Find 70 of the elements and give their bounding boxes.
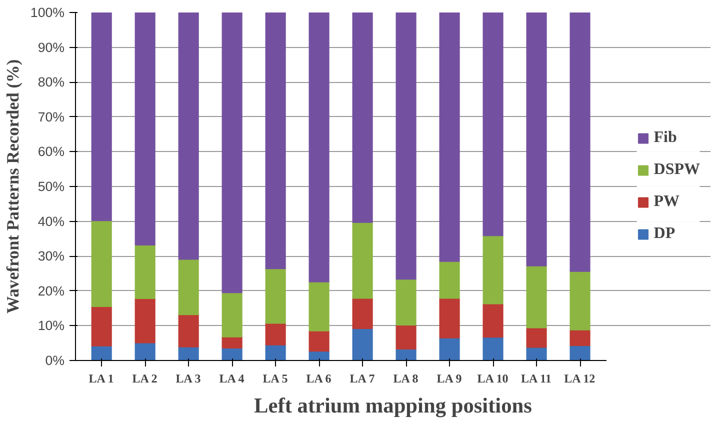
y-tick-label: 50% <box>38 179 65 194</box>
y-tick-label: 20% <box>38 283 65 298</box>
bar <box>439 12 460 262</box>
bar <box>91 220 112 308</box>
bar <box>222 292 242 338</box>
y-tick-label: 70% <box>38 109 65 124</box>
x-tick-label: LA 2 <box>132 372 158 386</box>
legend-label: DSPW <box>654 161 700 179</box>
x-tick-label: LA 12 <box>564 372 596 386</box>
x-tick-label: LA 5 <box>262 372 288 386</box>
bar <box>222 12 242 294</box>
y-tick-label: 80% <box>38 74 65 90</box>
x-tick-label: LA 6 <box>306 372 332 386</box>
bar <box>178 314 199 348</box>
x-tick-label: LA 3 <box>176 372 201 386</box>
x-tick-label: LA 11 <box>521 372 552 386</box>
bar <box>265 12 286 270</box>
x-tick-label: LA 1 <box>88 372 114 386</box>
bar <box>526 265 547 328</box>
bar <box>91 306 112 346</box>
y-tick-label: 60% <box>38 144 65 160</box>
y-tick-label: 0% <box>45 353 65 368</box>
bar <box>91 12 112 222</box>
bar <box>308 330 330 352</box>
legend-label: Fib <box>654 129 677 147</box>
bar <box>178 258 199 316</box>
bar <box>134 12 156 246</box>
bar <box>265 268 286 324</box>
bar <box>178 12 199 260</box>
bar <box>570 270 590 330</box>
x-tick-label: LA 9 <box>436 372 462 386</box>
x-tick-label: LA 4 <box>219 372 244 386</box>
bar <box>134 342 156 360</box>
y-tick-label: 90% <box>38 40 65 55</box>
x-tick-label: LA 8 <box>393 372 418 386</box>
bar <box>396 278 416 326</box>
bar <box>482 235 504 304</box>
legend-label: DP <box>654 225 676 243</box>
bar <box>396 12 416 280</box>
bar <box>482 12 504 236</box>
bar <box>482 336 504 360</box>
y-tick-label: 10% <box>38 318 65 334</box>
bar <box>396 324 416 350</box>
y-tick-label: 30% <box>38 248 65 264</box>
bar <box>352 298 373 329</box>
bar <box>439 337 460 360</box>
bar <box>526 12 547 266</box>
y-axis-title: Wavefront Patterns Recorded (%) <box>3 59 22 314</box>
bar <box>308 281 330 332</box>
bar <box>439 298 460 338</box>
y-tick-label: 40% <box>38 214 65 229</box>
x-axis-title: Left atrium mapping positions <box>254 394 532 418</box>
bar <box>134 244 156 300</box>
bar <box>352 222 373 299</box>
bar <box>526 327 547 348</box>
bar <box>352 12 373 223</box>
bar <box>352 328 373 360</box>
legend-label: PW <box>654 193 680 211</box>
bar <box>570 345 590 360</box>
x-tick-label: LA 7 <box>350 372 375 386</box>
y-tick-label: 100% <box>30 5 65 20</box>
bar <box>308 12 330 282</box>
bar <box>439 260 460 299</box>
bar <box>482 303 504 338</box>
bar <box>570 329 590 346</box>
bar <box>222 336 242 348</box>
bar <box>265 322 286 346</box>
bar <box>570 12 590 272</box>
bar <box>134 298 156 344</box>
x-tick-label: LA 10 <box>477 372 508 386</box>
